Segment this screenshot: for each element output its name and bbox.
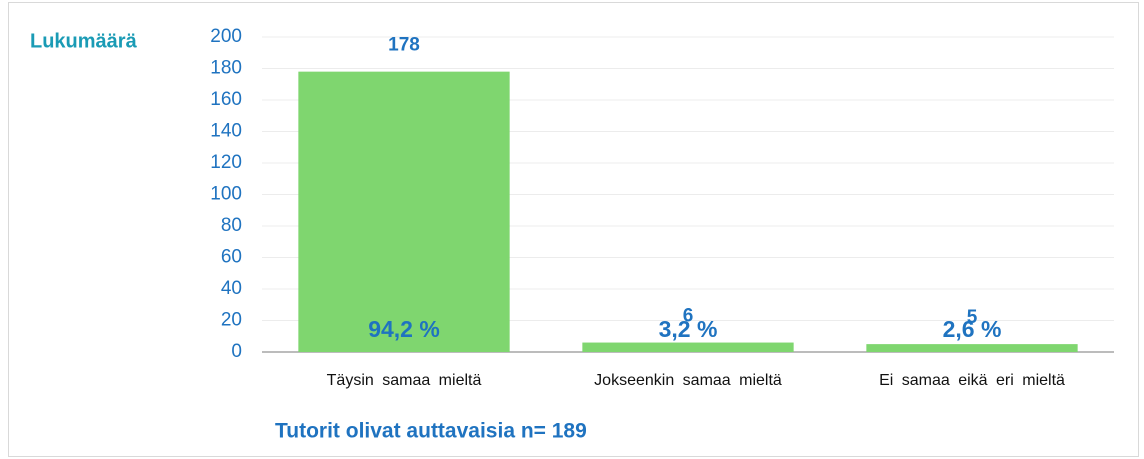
y-tick-label: 140 [210, 121, 242, 142]
y-tick-label: 180 [210, 58, 242, 79]
data-label: 178 [388, 35, 420, 56]
data-label: 6 [683, 306, 694, 327]
y-tick-label: 160 [210, 89, 242, 110]
x-tick-label: Täysin samaa mieltä [327, 372, 482, 389]
y-tick-label: 60 [221, 247, 242, 268]
y-tick-label: 120 [210, 152, 242, 173]
percent-label: 3,2 % [659, 316, 718, 342]
y-tick-label: 100 [210, 184, 242, 205]
bar [866, 344, 1078, 352]
bar [298, 71, 510, 353]
y-axis-label: Lukumäärä [30, 30, 138, 52]
y-tick-label: 40 [221, 278, 242, 299]
data-label: 5 [967, 307, 978, 328]
percent-label: 94,2 % [368, 316, 440, 342]
y-tick-label: 0 [231, 341, 242, 362]
chart-frame [8, 2, 1139, 457]
y-tick-label: 200 [210, 26, 242, 47]
y-tick-label: 80 [221, 215, 242, 236]
x-tick-label: Ei samaa eikä eri mieltä [879, 372, 1065, 389]
chart-title: Tutorit olivat auttavaisia n= 189 [275, 420, 587, 443]
x-tick-label: Jokseenkin samaa mieltä [594, 372, 782, 389]
percent-label: 2,6 % [943, 316, 1002, 342]
bar [582, 342, 794, 352]
y-tick-label: 20 [221, 310, 242, 331]
